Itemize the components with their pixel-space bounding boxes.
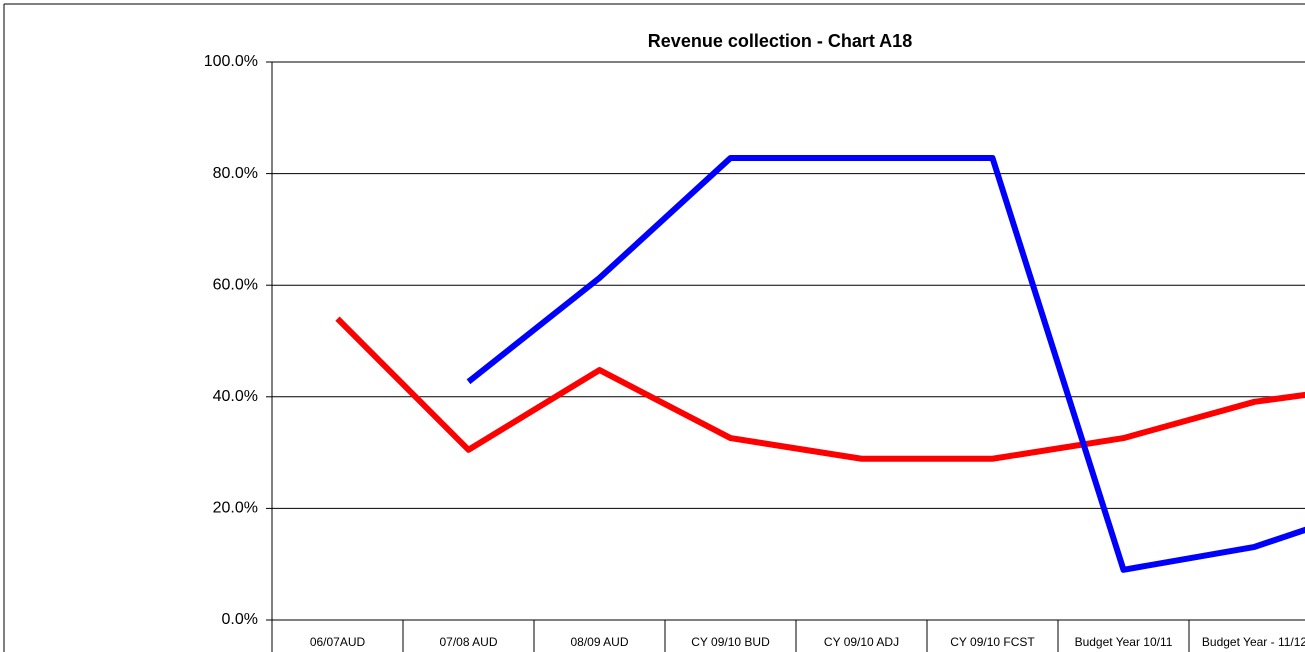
- y-tick-label: 100.0%: [204, 53, 258, 70]
- x-tick-label: CY 09/10 BUD: [691, 634, 770, 649]
- x-tick-label: CY 09/10 ADJ: [823, 634, 900, 649]
- y-tick-label: 80.0%: [213, 165, 258, 182]
- chart-title: Revenue collection - Chart A18: [648, 31, 912, 51]
- y-tick-label: 20.0%: [213, 500, 258, 517]
- x-tick-label: Budget Year 10/11: [1074, 634, 1173, 649]
- x-tick-label: 07/08 AUD: [439, 634, 498, 649]
- series-line: [335, 316, 1305, 462]
- x-tick-label: 06/07AUD: [309, 634, 366, 649]
- x-tick-label: 08/09 AUD: [570, 634, 629, 649]
- y-tick-label: 60.0%: [213, 276, 258, 293]
- y-tick-label: 0.0%: [222, 611, 258, 628]
- x-tick-label: CY 09/10 FCST: [950, 634, 1035, 649]
- y-tick-label: 40.0%: [213, 388, 258, 405]
- x-tick-label: Budget Year - 11/12: [1201, 634, 1305, 649]
- series-line: [466, 154, 1305, 573]
